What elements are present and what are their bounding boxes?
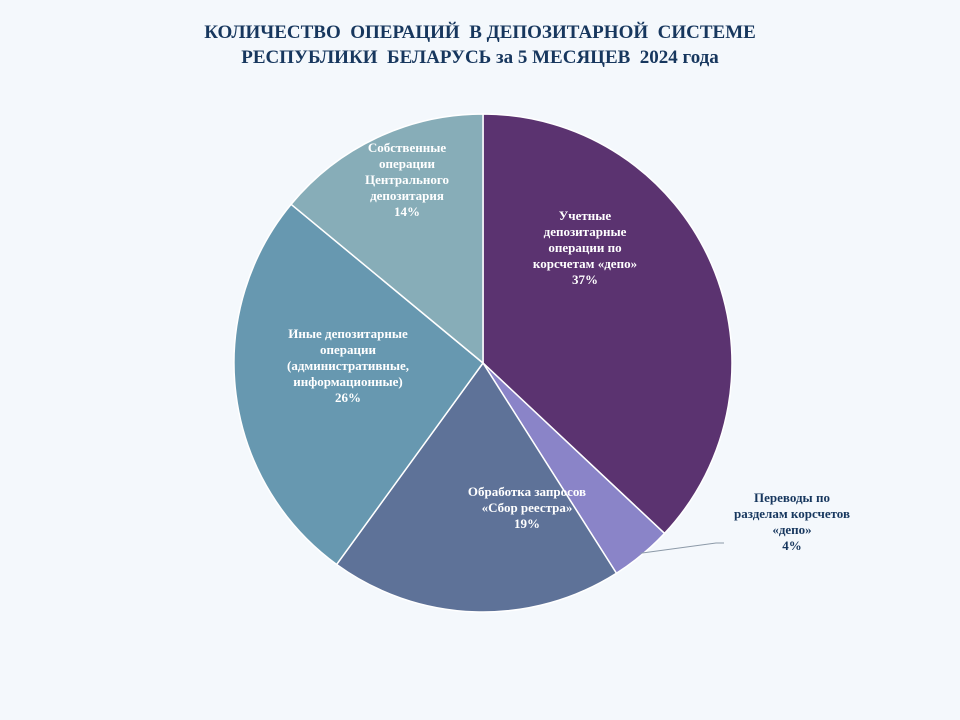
slice-label-line: «депо» <box>772 522 811 537</box>
slice-label-line: (административные, <box>287 358 409 373</box>
leader-line-2 <box>640 542 724 554</box>
pie-slice-3 <box>335 361 618 613</box>
chart-title-line-2: РЕСПУБЛИКИ БЕЛАРУСЬ за 5 МЕСЯЦЕВ 2024 го… <box>241 47 719 68</box>
chart-title-line-1: КОЛИЧЕСТВО ОПЕРАЦИЙ В ДЕПОЗИТАРНОЙ СИСТЕ… <box>204 22 756 43</box>
slice-label-line: корсчетам «депо» <box>533 256 637 271</box>
slice-value-label: 14% <box>394 204 420 219</box>
slice-label-line: операции по <box>548 240 621 255</box>
slice-label-1: Учетные депозитарные операции по корсчетам … <box>533 208 637 287</box>
slice-label-line: Иные депозитарные <box>288 326 408 341</box>
slice-label-3: Обработка запросов «Сбор реестра» 19% <box>468 484 586 531</box>
slice-label-line: Собственные <box>368 140 446 155</box>
slice-label-2: Переводы по разделам корсчетов «депо» 4% <box>734 490 850 553</box>
slice-label-line: информационные) <box>293 374 402 389</box>
slice-label-line: депозитария <box>370 188 444 203</box>
slice-label-line: операции <box>379 156 435 171</box>
slice-value-label: 26% <box>335 390 361 405</box>
pie-slice-1 <box>482 113 733 535</box>
slice-label-line: Учетные <box>559 208 612 223</box>
slice-label-line: разделам корсчетов <box>734 506 850 521</box>
slice-label-5: Собственные операции Центрального депозитар… <box>365 140 449 219</box>
chart-title: КОЛИЧЕСТВО ОПЕРАЦИЙ В ДЕПОЗИТАРНОЙ СИСТЕ… <box>0 20 960 70</box>
pie-slice-4 <box>233 203 485 566</box>
slice-value-label: 37% <box>572 272 598 287</box>
slice-value-label: 19% <box>514 516 540 531</box>
slice-label-line: «Сбор реестра» <box>482 500 573 515</box>
slice-label-line: Переводы по <box>754 490 830 505</box>
pie-slice-5 <box>290 113 484 365</box>
slice-label-line: Обработка запросов <box>468 484 586 499</box>
slice-label-line: операции <box>320 342 376 357</box>
slice-label-line: Центрального <box>365 172 449 187</box>
slice-label-line: депозитарные <box>544 224 627 239</box>
slice-value-label: 4% <box>782 538 802 553</box>
slice-label-4: Иные депозитарные операции (административн… <box>287 326 409 405</box>
